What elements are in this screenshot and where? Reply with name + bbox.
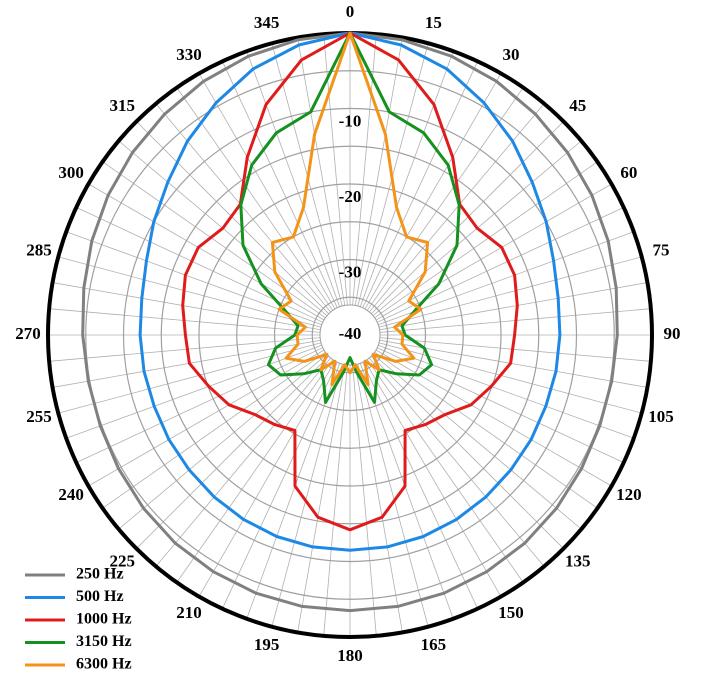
angle-tick-label: 285 <box>26 241 52 260</box>
series-line <box>81 31 619 613</box>
angle-tick-label: 195 <box>254 635 280 654</box>
radial-grid-line <box>366 87 524 311</box>
radial-grid-line <box>176 87 334 311</box>
grid-circle <box>122 107 578 563</box>
angle-tick-label: 330 <box>176 45 202 64</box>
radial-grid-line <box>378 342 642 414</box>
angle-tick-label: 225 <box>110 552 136 571</box>
radial-grid-line <box>379 337 651 362</box>
inner-circle <box>319 304 381 366</box>
series-line <box>138 31 562 552</box>
radial-grid-line <box>271 363 343 627</box>
legend-label: 3150 Hz <box>76 633 132 650</box>
grid-circle <box>273 258 427 412</box>
series-line <box>270 31 430 387</box>
series-line <box>181 31 519 532</box>
radial-grid-line <box>176 359 334 583</box>
angle-tick-label: 15 <box>425 13 442 32</box>
legend-label: 500 Hz <box>76 588 124 605</box>
angle-tick-label: 210 <box>176 603 202 622</box>
radial-grid-line <box>102 161 326 319</box>
legend-label: 6300 Hz <box>76 656 132 673</box>
angle-tick-label: 60 <box>620 163 637 182</box>
r-tick-label: -10 <box>339 111 362 130</box>
angle-tick-label: 120 <box>616 485 642 504</box>
radial-grid-line <box>359 51 454 307</box>
angle-tick-label: 75 <box>653 241 670 260</box>
radial-grid-line <box>352 364 377 636</box>
minor-grid-circle <box>85 70 615 600</box>
angle-tick-label: 45 <box>569 96 586 115</box>
angle-tick-label: 345 <box>254 13 280 32</box>
radial-grid-line <box>378 344 634 439</box>
angle-tick-label: 240 <box>58 485 84 504</box>
angle-tick-label: 255 <box>26 407 52 426</box>
legend-label: 250 Hz <box>76 566 124 583</box>
angle-tick-label: 105 <box>648 407 674 426</box>
angle-tick-label: 315 <box>110 96 136 115</box>
angle-tick-label: 180 <box>337 646 363 665</box>
angle-tick-label: 300 <box>58 163 84 182</box>
minor-grid-circle <box>236 221 464 449</box>
radial-grid-line <box>357 363 429 627</box>
radial-grid-line <box>323 364 348 636</box>
radial-grid-line <box>58 342 322 414</box>
r-tick-label: -40 <box>339 324 362 343</box>
radial-grid-line <box>374 161 598 319</box>
series-line <box>239 31 461 404</box>
angle-tick-label: 30 <box>503 45 520 64</box>
angle-tick-label: 135 <box>565 552 591 571</box>
angle-tick-label: 165 <box>421 635 447 654</box>
minor-grid-circle <box>160 145 540 525</box>
radial-grid-line <box>66 344 322 439</box>
grid-circle <box>198 183 502 487</box>
radial-grid-line <box>370 355 564 549</box>
radial-grid-line <box>366 359 524 583</box>
radial-grid-line <box>246 51 341 307</box>
angle-tick-label: 0 <box>346 2 355 21</box>
radial-grid-line <box>136 355 330 549</box>
radial-grid-line <box>49 337 321 362</box>
r-tick-label: -20 <box>339 187 362 206</box>
angle-tick-label: 270 <box>15 324 41 343</box>
angle-tick-label: 90 <box>664 324 681 343</box>
angle-tick-label: 150 <box>498 603 524 622</box>
r-tick-label: -30 <box>339 262 362 281</box>
legend-label: 1000 Hz <box>76 611 132 628</box>
